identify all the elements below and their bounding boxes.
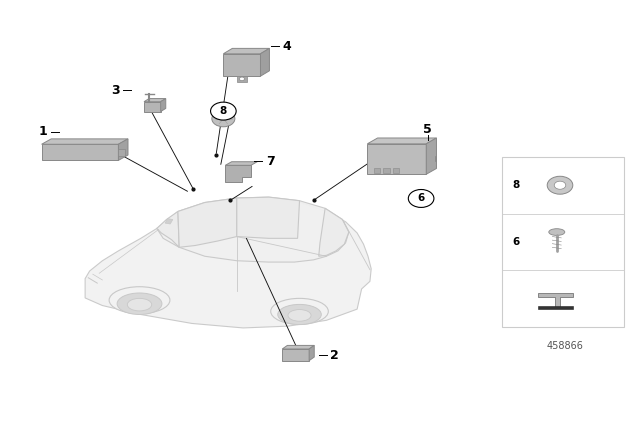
Bar: [374, 168, 380, 173]
Polygon shape: [85, 199, 371, 328]
Text: 7: 7: [266, 155, 275, 168]
Bar: [393, 168, 399, 173]
Bar: [144, 102, 161, 112]
Polygon shape: [157, 211, 179, 247]
Ellipse shape: [548, 228, 564, 236]
Bar: [282, 349, 309, 361]
Bar: [237, 76, 247, 82]
Text: 458866: 458866: [547, 341, 584, 351]
Polygon shape: [225, 162, 257, 165]
Text: 6: 6: [513, 237, 520, 247]
Polygon shape: [225, 165, 251, 182]
Bar: [223, 54, 260, 76]
Bar: [118, 149, 125, 156]
Ellipse shape: [109, 287, 170, 314]
Polygon shape: [237, 197, 300, 238]
Polygon shape: [178, 198, 237, 247]
Circle shape: [554, 181, 566, 189]
Polygon shape: [157, 197, 349, 262]
Bar: [538, 306, 573, 310]
Bar: [42, 144, 118, 160]
Circle shape: [211, 102, 236, 120]
Polygon shape: [144, 99, 166, 102]
Polygon shape: [367, 138, 436, 144]
Text: 8: 8: [220, 106, 227, 116]
Ellipse shape: [127, 298, 152, 311]
Bar: [383, 168, 390, 173]
Text: 5: 5: [423, 123, 432, 137]
Text: 4: 4: [282, 39, 291, 53]
Ellipse shape: [278, 304, 321, 324]
Polygon shape: [165, 219, 173, 224]
Polygon shape: [161, 99, 166, 112]
Text: 2: 2: [330, 349, 339, 362]
Circle shape: [239, 77, 244, 81]
Circle shape: [212, 111, 235, 127]
Polygon shape: [426, 138, 436, 174]
Text: 1: 1: [38, 125, 47, 138]
Polygon shape: [282, 345, 314, 349]
Ellipse shape: [117, 293, 162, 314]
Polygon shape: [260, 48, 269, 76]
Polygon shape: [42, 139, 128, 144]
Polygon shape: [118, 139, 128, 160]
Polygon shape: [223, 48, 269, 54]
Ellipse shape: [271, 298, 328, 324]
Polygon shape: [309, 345, 314, 361]
Bar: [502, 157, 624, 327]
Ellipse shape: [288, 310, 311, 321]
Circle shape: [408, 190, 434, 207]
Polygon shape: [319, 208, 349, 256]
Text: 6: 6: [417, 194, 425, 203]
Bar: [367, 144, 426, 174]
Polygon shape: [538, 293, 573, 307]
Text: 8: 8: [513, 180, 520, 190]
Text: 3: 3: [111, 84, 120, 97]
Circle shape: [547, 176, 573, 194]
